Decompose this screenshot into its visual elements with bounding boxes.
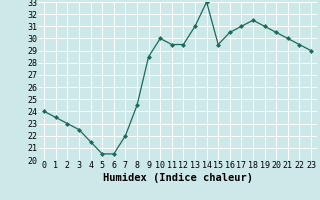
X-axis label: Humidex (Indice chaleur): Humidex (Indice chaleur) — [103, 173, 252, 183]
